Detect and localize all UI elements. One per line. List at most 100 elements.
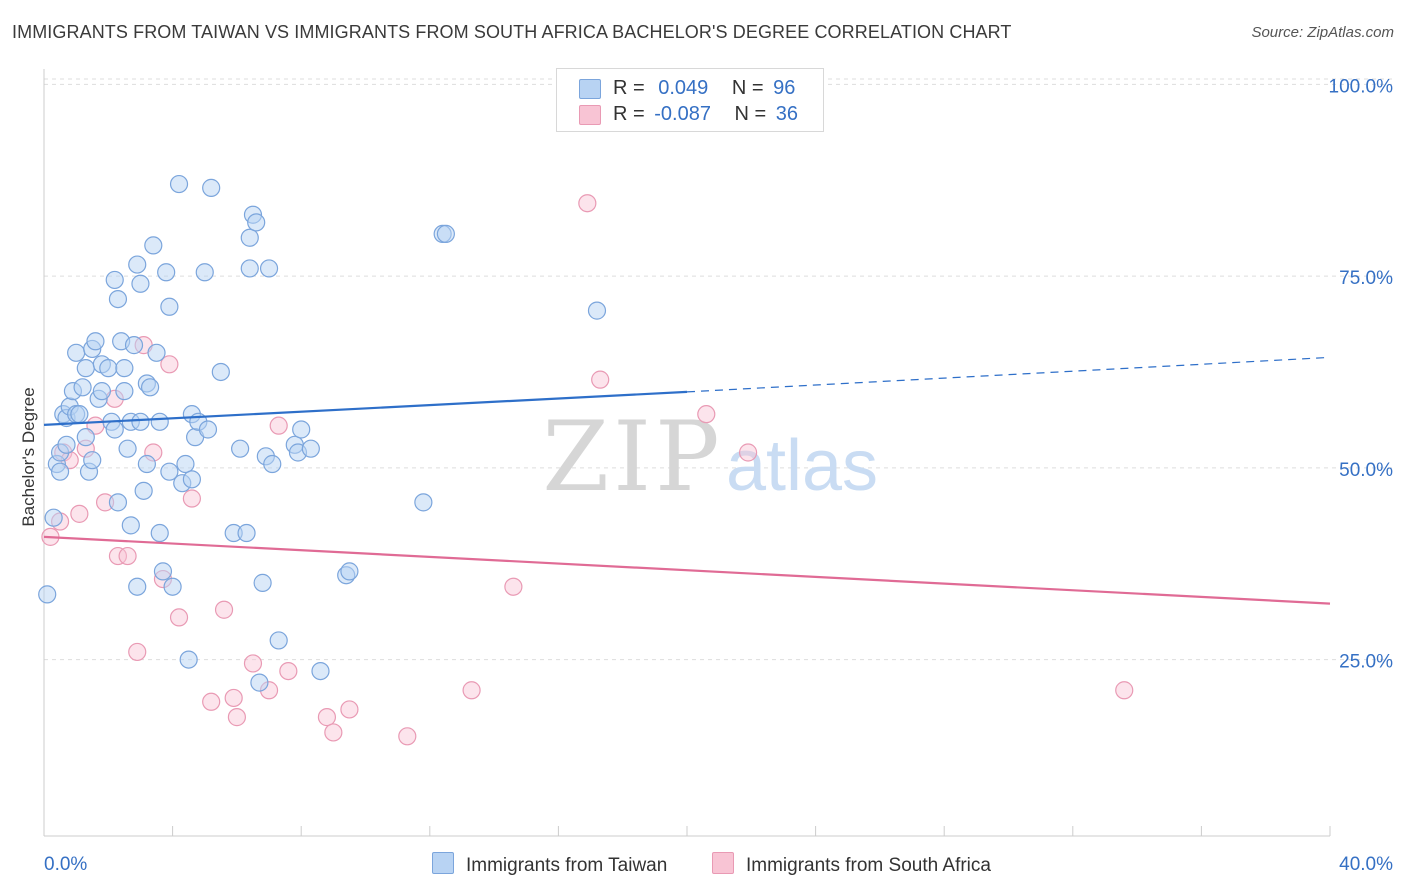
taiwan-point bbox=[50, 462, 70, 481]
south-africa-point bbox=[169, 608, 189, 627]
taiwan-point bbox=[240, 228, 259, 247]
taiwan-point bbox=[301, 439, 320, 458]
taiwan-point bbox=[240, 259, 259, 278]
taiwan-legend-label: Immigrants from Taiwan bbox=[466, 855, 668, 876]
taiwan-point bbox=[73, 378, 92, 397]
taiwan-point bbox=[105, 420, 124, 439]
taiwan-legend-swatch bbox=[432, 852, 454, 874]
taiwan-point bbox=[131, 412, 150, 431]
taiwan-point bbox=[259, 259, 279, 278]
y-tick-label: 100.0% bbox=[1329, 76, 1394, 97]
south-africa-point bbox=[398, 727, 417, 746]
south-africa-point bbox=[340, 700, 359, 719]
taiwan-point bbox=[157, 263, 176, 282]
legend-r-label: R = bbox=[613, 77, 645, 99]
taiwan-point bbox=[211, 362, 230, 382]
taiwan-point bbox=[231, 439, 250, 458]
legend-r-value: 0.049 bbox=[658, 77, 709, 99]
taiwan-point bbox=[253, 573, 272, 592]
taiwan-point bbox=[118, 439, 137, 458]
taiwan-point bbox=[198, 420, 218, 439]
south-africa-point bbox=[462, 681, 481, 700]
stats-legend: R = 0.049 N = 96 R = -0.087 N = 36 bbox=[556, 68, 824, 132]
taiwan-point bbox=[44, 508, 63, 527]
taiwan-point bbox=[70, 405, 89, 424]
south-africa-point bbox=[182, 489, 201, 508]
taiwan-trend-extension bbox=[686, 356, 1331, 393]
south-africa-point bbox=[227, 708, 246, 727]
taiwan-point bbox=[140, 378, 160, 397]
south-africa-point bbox=[160, 355, 179, 374]
legend-item-taiwan[interactable]: Immigrants from Taiwan bbox=[432, 852, 667, 877]
south-africa-point bbox=[70, 504, 89, 523]
taiwan-point bbox=[587, 301, 607, 320]
south-africa-point bbox=[578, 194, 597, 213]
legend-n-value: 96 bbox=[773, 77, 796, 99]
south-africa-legend-swatch bbox=[712, 852, 734, 874]
taiwan-point bbox=[176, 454, 195, 474]
watermark-zip: ZIP bbox=[542, 401, 723, 513]
taiwan-point bbox=[92, 382, 111, 401]
south-africa-point bbox=[214, 600, 234, 619]
south-africa-swatch bbox=[579, 105, 601, 125]
taiwan-point bbox=[76, 428, 95, 447]
taiwan-point bbox=[137, 454, 156, 474]
taiwan-point bbox=[150, 412, 169, 431]
taiwan-point bbox=[153, 562, 173, 581]
south-africa-point bbox=[243, 654, 263, 673]
taiwan-point bbox=[263, 454, 282, 474]
taiwan-point bbox=[179, 650, 198, 669]
taiwan-point bbox=[83, 451, 102, 470]
south-africa-point bbox=[697, 405, 716, 424]
taiwan-point bbox=[99, 359, 118, 378]
taiwan-point bbox=[147, 343, 166, 362]
taiwan-points bbox=[38, 174, 607, 692]
taiwan-point bbox=[128, 577, 147, 596]
legend-n-label: N = bbox=[731, 77, 764, 99]
south-africa-point bbox=[738, 443, 758, 462]
trend-lines bbox=[43, 356, 1331, 605]
south-africa-points bbox=[41, 194, 1134, 746]
taiwan-point bbox=[269, 631, 288, 650]
taiwan-point bbox=[195, 263, 214, 282]
taiwan-point bbox=[128, 255, 147, 274]
taiwan-point bbox=[134, 481, 153, 500]
taiwan-point bbox=[105, 270, 124, 290]
y-tick-label: 25.0% bbox=[1339, 652, 1393, 673]
taiwan-point bbox=[86, 332, 105, 351]
tick-labels: 25.0% 50.0% 75.0% 100.0% 0.0% 40.0% bbox=[44, 76, 1393, 875]
taiwan-point bbox=[57, 435, 76, 454]
watermark-atlas: atlas bbox=[726, 426, 878, 506]
taiwan-point bbox=[115, 359, 134, 378]
taiwan-point bbox=[38, 585, 57, 604]
south-africa-point bbox=[128, 642, 147, 662]
taiwan-point bbox=[67, 343, 86, 362]
south-africa-point bbox=[118, 546, 137, 566]
legend-n-value: 36 bbox=[775, 103, 799, 125]
watermark: ZIP atlas bbox=[542, 401, 878, 513]
taiwan-point bbox=[340, 562, 359, 581]
y-tick-label: 50.0% bbox=[1339, 460, 1393, 481]
south-africa-legend-label: Immigrants from South Africa bbox=[746, 855, 991, 876]
taiwan-point bbox=[311, 661, 330, 681]
taiwan-point bbox=[160, 462, 179, 481]
south-africa-point bbox=[202, 692, 221, 711]
taiwan-point bbox=[237, 523, 256, 543]
south-africa-point bbox=[1115, 681, 1134, 700]
x-tick-label: 40.0% bbox=[1339, 854, 1393, 875]
south-africa-point bbox=[317, 708, 337, 727]
south-africa-point bbox=[108, 546, 128, 566]
x-tick-label: 0.0% bbox=[44, 854, 87, 875]
taiwan-point bbox=[169, 174, 189, 194]
legend-n-label: N = bbox=[734, 103, 767, 125]
south-africa-point bbox=[504, 577, 523, 596]
legend-item-south-africa[interactable]: Immigrants from South Africa bbox=[712, 852, 991, 877]
south-africa-point bbox=[324, 723, 343, 742]
taiwan-point bbox=[124, 336, 144, 355]
taiwan-point bbox=[182, 470, 201, 489]
south-africa-point bbox=[269, 416, 288, 435]
taiwan-point bbox=[131, 274, 150, 293]
taiwan-point bbox=[247, 213, 266, 232]
taiwan-point bbox=[108, 493, 128, 512]
